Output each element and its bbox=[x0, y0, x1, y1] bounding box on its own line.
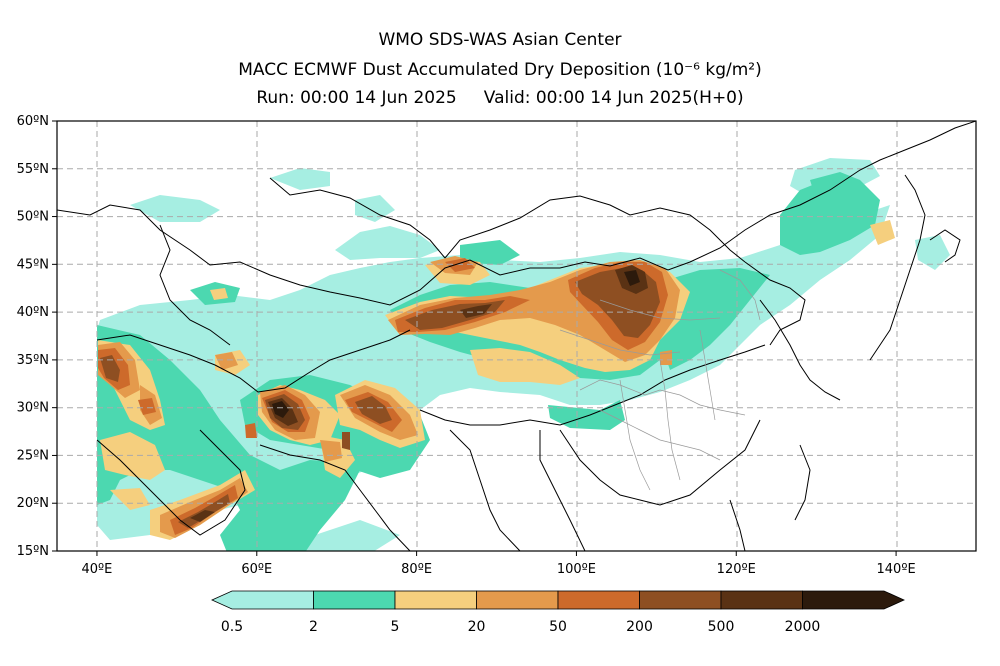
map-title: WMO SDS-WAS Asian Center bbox=[378, 30, 622, 50]
colorbar-bin bbox=[211, 590, 314, 610]
colorbar-bin bbox=[639, 590, 722, 610]
colorbar-label: 200 bbox=[626, 619, 653, 635]
lat-tick-label: 30ºN bbox=[17, 401, 49, 416]
dust-level-2000 bbox=[272, 270, 640, 418]
lon-tick-label: 140ºE bbox=[877, 562, 916, 577]
lat-tick-label: 25ºN bbox=[17, 448, 49, 463]
lat-tick-label: 15ºN bbox=[17, 544, 49, 559]
lat-tick-label: 45ºN bbox=[17, 257, 49, 272]
lat-tick-label: 20ºN bbox=[17, 496, 49, 511]
colorbar-bin bbox=[720, 590, 803, 610]
lat-tick-label: 35ºN bbox=[17, 353, 49, 368]
lon-tick-label: 120ºE bbox=[717, 562, 756, 577]
colorbar-bin bbox=[313, 590, 396, 610]
colorbar-bin bbox=[802, 590, 905, 610]
country-borders bbox=[57, 121, 976, 551]
lat-tick-label: 60ºN bbox=[17, 114, 49, 129]
colorbar-label: 2000 bbox=[785, 619, 821, 635]
map-gridlines bbox=[57, 121, 976, 551]
lon-tick-label: 40ºE bbox=[82, 562, 113, 577]
colorbar-label: 5 bbox=[391, 619, 400, 635]
lon-tick-label: 100ºE bbox=[557, 562, 596, 577]
map-subtitle: MACC ECMWF Dust Accumulated Dry Depositi… bbox=[238, 60, 762, 80]
lon-tick-label: 80ºE bbox=[401, 562, 432, 577]
latitude-axis: 15ºN 20ºN 25ºN 30ºN 35ºN 40ºN 45ºN 50ºN 55ºN 60ºN bbox=[17, 114, 57, 559]
colorbar-label: 500 bbox=[708, 619, 735, 635]
colorbar-label: 20 bbox=[468, 619, 486, 635]
province-borders bbox=[559, 269, 761, 491]
colorbar: 0.5 2 5 20 50 200 500 2000 bbox=[211, 590, 905, 635]
run-valid-time: Run: 00:00 14 Jun 2025 Valid: 00:00 14 J… bbox=[256, 88, 744, 108]
colorbar-label: 50 bbox=[549, 619, 567, 635]
lat-tick-label: 50ºN bbox=[17, 210, 49, 225]
colorbar-bin bbox=[476, 590, 559, 610]
colorbar-label: 2 bbox=[309, 619, 318, 635]
lat-tick-label: 40ºN bbox=[17, 305, 49, 320]
colorbar-label: 0.5 bbox=[221, 619, 243, 635]
lat-tick-label: 55ºN bbox=[17, 162, 49, 177]
map-frame bbox=[56, 120, 977, 552]
lon-tick-label: 60ºE bbox=[241, 562, 272, 577]
colorbar-bin bbox=[557, 590, 640, 610]
colorbar-bin bbox=[394, 590, 477, 610]
longitude-axis: 40ºE 60ºE 80ºE 100ºE 120ºE 140ºE bbox=[82, 551, 916, 577]
